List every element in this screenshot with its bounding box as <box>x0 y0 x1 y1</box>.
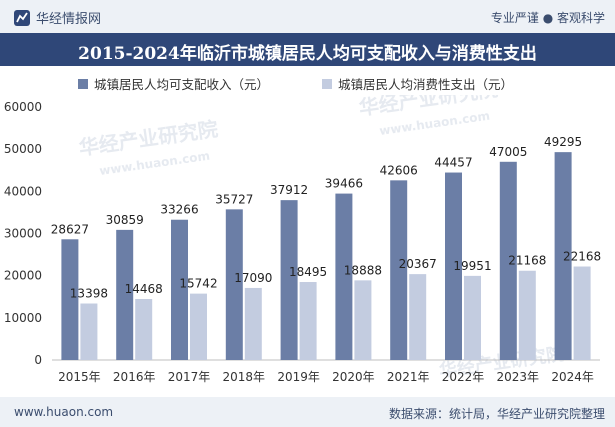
x-tick-label: 2020年 <box>332 370 375 384</box>
footer-bar: www.huaon.com 数据来源：统计局，华经产业研究院整理 <box>0 397 615 427</box>
x-tick-label: 2024年 <box>551 370 594 384</box>
data-label-spending: 22168 <box>563 250 601 264</box>
x-tick-label: 2015年 <box>58 370 101 384</box>
y-tick-label: 60000 <box>4 100 42 114</box>
y-tick-label: 40000 <box>4 184 42 198</box>
chart-title: 2015-2024年临沂市城镇居民人均可支配收入与消费性支出 <box>78 44 537 64</box>
data-label-spending: 15742 <box>179 277 217 291</box>
x-tick-label: 2023年 <box>497 370 540 384</box>
data-label-spending: 21168 <box>508 254 546 268</box>
x-tick-label: 2018年 <box>223 370 266 384</box>
bar-spending <box>80 303 98 360</box>
data-label-income: 47005 <box>489 145 527 159</box>
bar-chart: 华经产业研究院华经产业研究院www.huaon.comwww.huaon.com… <box>4 95 601 384</box>
bar-spending <box>409 274 427 360</box>
data-label-spending: 20367 <box>399 257 437 271</box>
data-label-income: 30859 <box>106 213 144 227</box>
data-label-income: 33266 <box>160 203 198 217</box>
data-label-spending: 17090 <box>234 271 272 285</box>
data-label-income: 39466 <box>325 177 363 191</box>
bar-income <box>225 209 243 360</box>
data-label-income: 28627 <box>51 222 89 236</box>
data-label-spending: 13398 <box>70 287 108 301</box>
bar-income <box>390 180 408 360</box>
bar-spending <box>244 287 262 360</box>
legend-swatch-spending <box>322 78 332 89</box>
title-bar: 2015-2024年临沂市城镇居民人均可支配收入与消费性支出 <box>0 33 615 66</box>
bar-spending <box>518 270 536 360</box>
bar-income <box>554 152 572 360</box>
data-label-spending: 14468 <box>125 282 163 296</box>
x-tick-label: 2021年 <box>387 370 430 384</box>
bar-income <box>171 219 188 360</box>
site-url[interactable]: www.huaon.com <box>14 405 114 419</box>
bar-spending <box>190 293 207 360</box>
x-tick-label: 2019年 <box>277 370 320 384</box>
data-label-spending: 18888 <box>344 263 382 277</box>
bar-income <box>335 193 353 360</box>
brand-name: 华经情报网 <box>36 12 102 27</box>
legend-label-spending: 城镇居民人均消费性支出（元） <box>338 77 514 92</box>
brand-logo-icon <box>14 9 30 26</box>
y-tick-label: 10000 <box>4 311 42 325</box>
bar-income <box>61 239 79 360</box>
data-label-spending: 18495 <box>289 265 327 279</box>
bar-layer <box>61 152 591 360</box>
data-label-spending: 19951 <box>453 259 491 273</box>
legend-swatch-income <box>78 78 88 89</box>
bar-spending <box>135 298 153 360</box>
bar-income <box>116 229 134 360</box>
x-tick-label: 2022年 <box>442 370 485 384</box>
data-label-income: 37912 <box>270 183 308 197</box>
bar-spending <box>299 282 317 360</box>
data-label-income: 35727 <box>215 192 253 206</box>
bar-spending <box>573 266 591 360</box>
data-label-income: 42606 <box>380 163 418 177</box>
brand[interactable]: 华经情报网 <box>14 8 101 27</box>
legend-item-income: 城镇居民人均可支配收入（元） <box>78 74 269 93</box>
x-tick-label: 2016年 <box>113 370 156 384</box>
bar-income <box>499 161 517 360</box>
bar-income <box>445 172 462 360</box>
data-source: 数据来源：统计局，华经产业研究院整理 <box>388 407 605 421</box>
x-tick-label: 2017年 <box>168 370 211 384</box>
legend-item-spending: 城镇居民人均消费性支出（元） <box>322 74 513 93</box>
top-bar: 华经情报网 专业严谨 ● 客观科学 <box>0 0 615 33</box>
data-label-income: 49295 <box>544 135 582 149</box>
y-tick-label: 0 <box>34 353 42 367</box>
bar-spending <box>354 280 372 360</box>
label-layer: 28627 13398 30859 14468 33266 15742 35727 17090… <box>51 135 601 300</box>
bar-income <box>280 200 298 360</box>
data-label-income: 44457 <box>434 156 472 170</box>
y-tick-label: 20000 <box>4 269 42 283</box>
y-tick-label: 30000 <box>4 227 42 241</box>
bar-spending <box>464 275 481 360</box>
slogan: 专业严谨 ● 客观科学 <box>490 11 605 25</box>
legend-label-income: 城镇居民人均可支配收入（元） <box>94 77 270 92</box>
y-tick-label: 50000 <box>4 142 42 156</box>
legend: 城镇居民人均可支配收入（元） 城镇居民人均消费性支出（元） <box>0 72 615 94</box>
